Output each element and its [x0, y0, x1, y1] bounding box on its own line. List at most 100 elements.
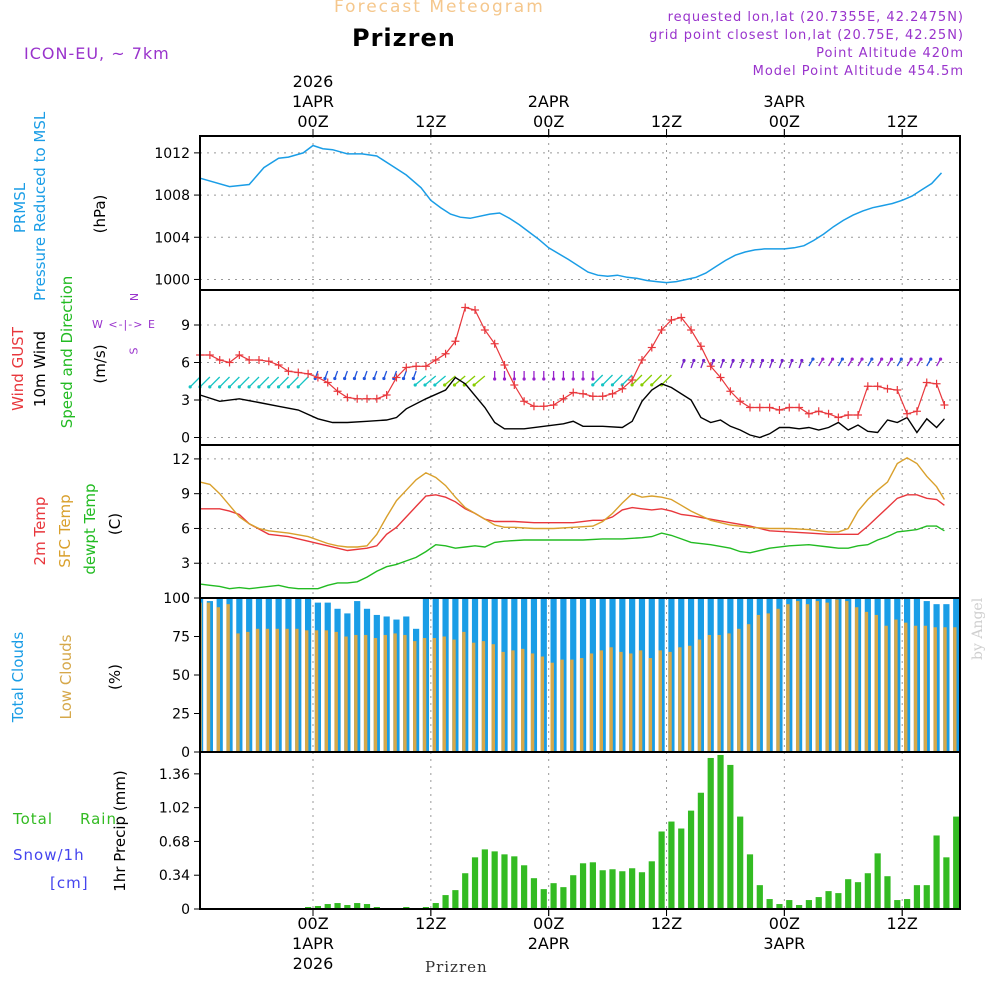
low-cloud-bar	[687, 645, 692, 752]
wind-gust-marker	[873, 382, 882, 391]
low-cloud-bar	[373, 638, 378, 752]
rain-bar	[805, 900, 813, 909]
grid-coordinates: grid point closest lon,lat (20.75E, 42.2…	[649, 28, 964, 43]
time-label-bottom: 12Z	[651, 914, 682, 933]
ytick-label-cloud: 25	[172, 707, 190, 723]
wind-arrow-head	[830, 357, 835, 361]
wind-direction-arrow	[581, 371, 585, 381]
wind-gust-marker	[471, 306, 480, 314]
rain-bar	[334, 903, 341, 909]
low-cloud-bar	[265, 628, 270, 752]
low-cloud-bar	[678, 647, 682, 752]
rain-bar	[354, 903, 361, 909]
ytick-label-temp: 12	[172, 452, 190, 468]
ytick-label-wind: 3	[181, 393, 190, 409]
wind-direction-arrow	[512, 371, 516, 381]
wind-gust-marker	[804, 409, 813, 418]
low-cloud-bar	[236, 633, 240, 752]
rain-bar	[884, 876, 891, 909]
wind-gust-marker	[304, 369, 313, 378]
wind-gust-marker	[687, 326, 696, 334]
wind-arrow-head	[821, 357, 825, 361]
wind-gust-marker	[421, 362, 430, 371]
wind-arrow-head	[909, 357, 913, 361]
wind-gust-marker	[235, 351, 244, 359]
ytick-label-precip: 0.34	[159, 868, 190, 884]
legend-speed-direction: Speed and Direction	[58, 275, 76, 429]
ytick-label-precip: 1.36	[159, 767, 190, 783]
time-label-top: 00Z	[769, 112, 800, 131]
low-cloud-bar	[638, 650, 643, 752]
ytick-label-pressure: 1008	[154, 188, 190, 204]
low-cloud-bar	[521, 648, 525, 752]
wind-direction-arrow	[433, 375, 446, 387]
meteogram-title: Forecast Meteogram	[334, 0, 545, 17]
low-cloud-bar	[815, 601, 820, 752]
wind-arrow-head	[610, 383, 615, 387]
wind-gust-marker	[922, 378, 931, 387]
wind-gust-marker	[844, 411, 853, 419]
wind-direction-arrow	[372, 370, 378, 381]
wind-arrow-head	[423, 383, 427, 387]
low-cloud-bar	[334, 631, 338, 752]
wind-arrow-head	[257, 385, 261, 389]
wind-arrow-shaft	[414, 375, 427, 386]
wind-gust-marker	[716, 373, 725, 382]
wind-direction-arrow	[227, 376, 240, 389]
low-cloud-bar	[854, 607, 859, 752]
wind-direction-arrow	[906, 357, 913, 367]
wind-direction-arrow	[188, 376, 201, 389]
wind-gust-marker	[745, 403, 754, 412]
wind-arrow-head	[227, 385, 232, 389]
wind-arrow-shaft	[238, 376, 250, 388]
wind-gust-marker	[912, 407, 921, 416]
rain-bar	[481, 849, 488, 909]
wind-gust-marker	[431, 356, 440, 364]
legend-prmsl: PRMSL	[11, 182, 29, 234]
time-label-top: 12Z	[415, 112, 446, 131]
low-cloud-bar	[943, 627, 947, 752]
wind-arrow-shaft	[631, 374, 643, 386]
wind-arrow-shaft	[248, 376, 260, 388]
legend-precip-unit: 1hr Precip (mm)	[111, 770, 129, 892]
point-altitude: Point Altitude 420m	[816, 46, 964, 61]
time-label-top: 2026	[293, 72, 334, 91]
time-label-bottom: 3APR	[763, 934, 805, 953]
low-cloud-bar	[786, 604, 790, 752]
wind-arrow-head	[711, 358, 716, 363]
wind-gust-marker	[814, 407, 823, 416]
wind-direction-arrow	[551, 371, 556, 381]
wind-direction-arrow	[650, 374, 663, 387]
legend-ms-unit: (m/s)	[91, 344, 109, 384]
wind-arrow-head	[811, 357, 815, 361]
wind-direction-arrow	[857, 357, 864, 367]
legend-total-clouds: Total Clouds	[9, 631, 27, 723]
requested-coordinates: requested lon,lat (20.7355E, 42.2475N)	[667, 10, 964, 25]
wind-arrow-head	[692, 358, 696, 363]
ytick-label-wind: 9	[181, 318, 190, 334]
rain-bar	[521, 865, 528, 909]
rain-bar	[933, 835, 940, 909]
low-cloud-bar	[795, 601, 800, 752]
rain-bar	[540, 889, 547, 909]
wind-gust-marker	[500, 361, 509, 369]
rain-bar	[874, 853, 881, 909]
rain-bar	[825, 891, 832, 909]
rain-bar	[579, 863, 587, 909]
wind-arrow-shaft	[278, 376, 289, 388]
wind-gust-marker	[441, 349, 450, 358]
low-cloud-bar	[540, 656, 545, 752]
wind-direction-arrow	[343, 370, 348, 381]
wind-direction-arrow	[916, 357, 923, 367]
rain-bar	[471, 857, 479, 909]
rain-bar	[727, 764, 734, 909]
low-cloud-bar	[766, 613, 770, 752]
low-cloud-bar	[462, 631, 466, 752]
legend-snow-unit: [cm]	[50, 874, 89, 892]
wind-gust-marker	[893, 386, 902, 394]
low-cloud-bar	[452, 639, 456, 752]
wind-gust-marker	[461, 303, 470, 312]
wind-gust-marker	[382, 391, 391, 399]
wind-gust-marker	[549, 401, 558, 409]
